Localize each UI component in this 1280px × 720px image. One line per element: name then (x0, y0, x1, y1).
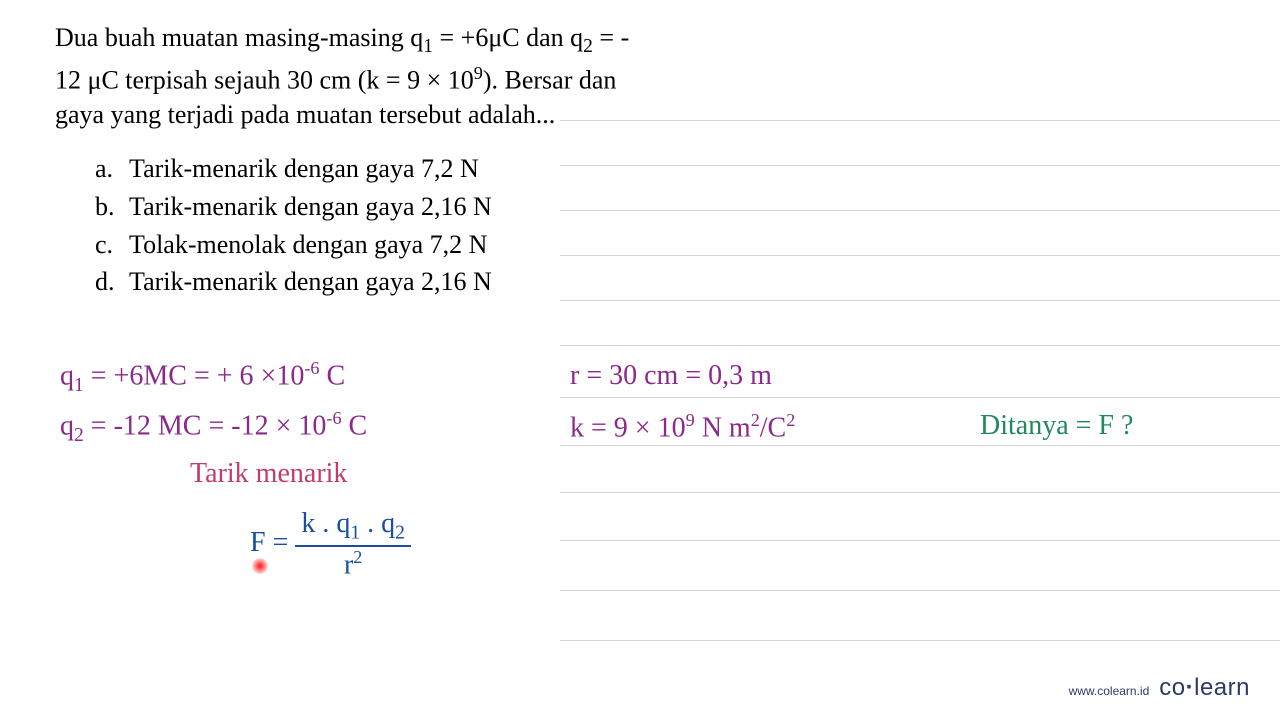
formula-lhs: F = (250, 527, 295, 558)
q-line2-pre: 12 μC terpisah sejauh 30 cm (k = 9 × 10 (55, 65, 474, 94)
option-c: c.Tolak-menolak dengan gaya 7,2 N (95, 226, 655, 264)
q-line2-post: ). Bersar dan (483, 65, 617, 94)
q-exp9: 9 (474, 63, 483, 83)
hw-q2: q2 = -12 MC = -12 × 10-6 C (60, 408, 367, 447)
q-line1-post: = - (593, 23, 629, 52)
q1-subscript: 1 (423, 36, 433, 57)
option-d: d.Tarik-menarik dengan gaya 2,16 N (95, 263, 655, 301)
footer-brand: co·learn (1159, 674, 1250, 702)
q-line3: gaya yang terjadi pada muatan tersebut a… (55, 100, 555, 129)
formula-numerator: k . q1 . q2 (295, 508, 411, 547)
hw-k: k = 9 × 109 N m2/C2 (570, 410, 795, 444)
q2-subscript: 2 (583, 36, 593, 57)
formula-fraction: k . q1 . q2 r2 (295, 508, 411, 581)
hw-tarik: Tarik menarik (190, 458, 347, 490)
question-block: Dua buah muatan masing-masing q1 = +6μC … (55, 20, 655, 301)
hw-r: r = 30 cm = 0,3 m (570, 360, 772, 392)
question-text: Dua buah muatan masing-masing q1 = +6μC … (55, 20, 655, 132)
q-line1-pre: Dua buah muatan masing-masing q (55, 23, 423, 52)
option-a: a.Tarik-menarik dengan gaya 7,2 N (95, 150, 655, 188)
hw-ditanya: Ditanya = F ? (980, 410, 1133, 442)
q-line1-mid: = +6μC dan q (433, 23, 583, 52)
formula-denominator: r2 (295, 547, 411, 581)
option-b: b.Tarik-menarik dengan gaya 2,16 N (95, 188, 655, 226)
options-list: a.Tarik-menarik dengan gaya 7,2 N b.Tari… (95, 150, 655, 301)
footer-url: www.colearn.id (1069, 684, 1150, 698)
footer: www.colearn.id co·learn (1069, 674, 1250, 702)
laser-pointer-icon (252, 558, 268, 574)
hw-q1: q1 = +6MC = + 6 ×10-6 C (60, 358, 345, 397)
hw-formula: F = k . q1 . q2 r2 (250, 508, 411, 581)
